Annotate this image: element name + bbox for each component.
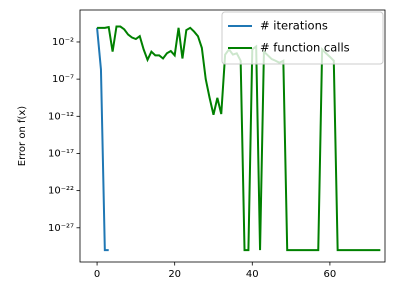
x-tick-label: 60: [324, 269, 337, 280]
legend-label: # iterations: [260, 19, 328, 33]
y-tick-label: 10⁻¹⁷: [48, 148, 74, 159]
y-tick-label: 10⁻²⁷: [48, 223, 74, 234]
y-tick-label: 10⁻²: [52, 37, 74, 48]
legend-box: [221, 11, 384, 65]
y-axis-label: Error on f(x): [17, 106, 28, 167]
x-tick-label: 0: [94, 269, 100, 280]
y-tick-label: 10⁻¹²: [48, 111, 74, 122]
x-tick-label: 40: [246, 269, 259, 280]
y-tick-label: 10⁻⁷: [52, 74, 74, 85]
y-tick-label: 10⁻²²: [48, 186, 74, 197]
series-line: [96, 27, 109, 252]
legend-label: # function calls: [260, 41, 350, 55]
x-tick-label: 20: [168, 269, 181, 280]
plot-frame: [79, 9, 386, 263]
